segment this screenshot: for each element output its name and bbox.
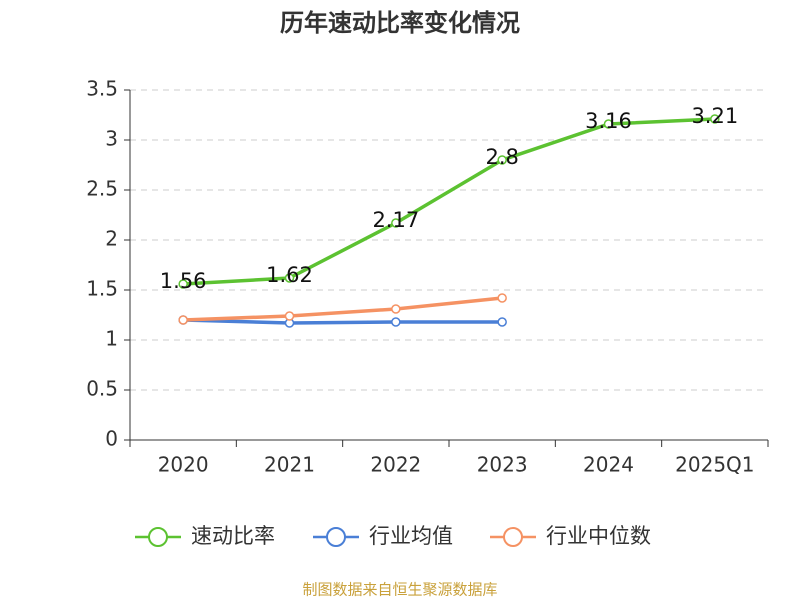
y-tick-label: 2.5 bbox=[86, 177, 118, 201]
legend-label: 行业均值 bbox=[369, 524, 453, 548]
series-line bbox=[183, 296, 503, 322]
point bbox=[497, 155, 507, 165]
legend-label: 速动比率 bbox=[191, 524, 275, 548]
legend-marker bbox=[503, 527, 523, 547]
x-tick-label: 2022 bbox=[370, 453, 421, 477]
y-tick-label: 0.5 bbox=[86, 377, 118, 401]
data-label: 3.16 bbox=[585, 109, 632, 133]
data-label: 1.62 bbox=[266, 263, 313, 287]
point bbox=[391, 304, 401, 314]
chart-title: 历年速动比率变化情况 bbox=[280, 9, 520, 37]
y-tick-label: 3 bbox=[105, 127, 118, 151]
point bbox=[284, 273, 295, 283]
point bbox=[497, 293, 507, 303]
y-tick-label: 2 bbox=[105, 227, 118, 251]
point bbox=[603, 119, 614, 129]
legend-marker bbox=[326, 527, 346, 547]
point bbox=[391, 317, 401, 327]
x-tick-label: 2023 bbox=[477, 453, 528, 477]
data-label: 2.17 bbox=[372, 208, 419, 232]
series-line bbox=[183, 318, 503, 325]
data-label: 2.8 bbox=[485, 145, 518, 169]
point bbox=[710, 114, 720, 124]
data-label: 1.56 bbox=[160, 269, 207, 293]
source-note: 制图数据来自恒生聚源数据库 bbox=[302, 581, 497, 599]
point bbox=[178, 315, 188, 325]
point bbox=[391, 218, 401, 228]
point bbox=[284, 311, 295, 321]
x-tick-label: 2020 bbox=[158, 453, 209, 477]
y-tick-label: 0 bbox=[105, 427, 118, 451]
point bbox=[178, 279, 188, 289]
y-tick-label: 1.5 bbox=[86, 277, 118, 301]
x-tick-label: 2021 bbox=[264, 453, 315, 477]
series-line bbox=[183, 117, 715, 286]
legend-label: 行业中位数 bbox=[546, 524, 651, 548]
y-tick-label: 1 bbox=[105, 327, 118, 351]
legend-marker bbox=[148, 527, 168, 547]
data-label: 3.21 bbox=[691, 104, 738, 128]
y-tick-label: 3.5 bbox=[86, 77, 118, 101]
point bbox=[497, 317, 507, 327]
x-tick-label: 2024 bbox=[583, 453, 634, 477]
x-tick-label: 2025Q1 bbox=[675, 453, 754, 477]
